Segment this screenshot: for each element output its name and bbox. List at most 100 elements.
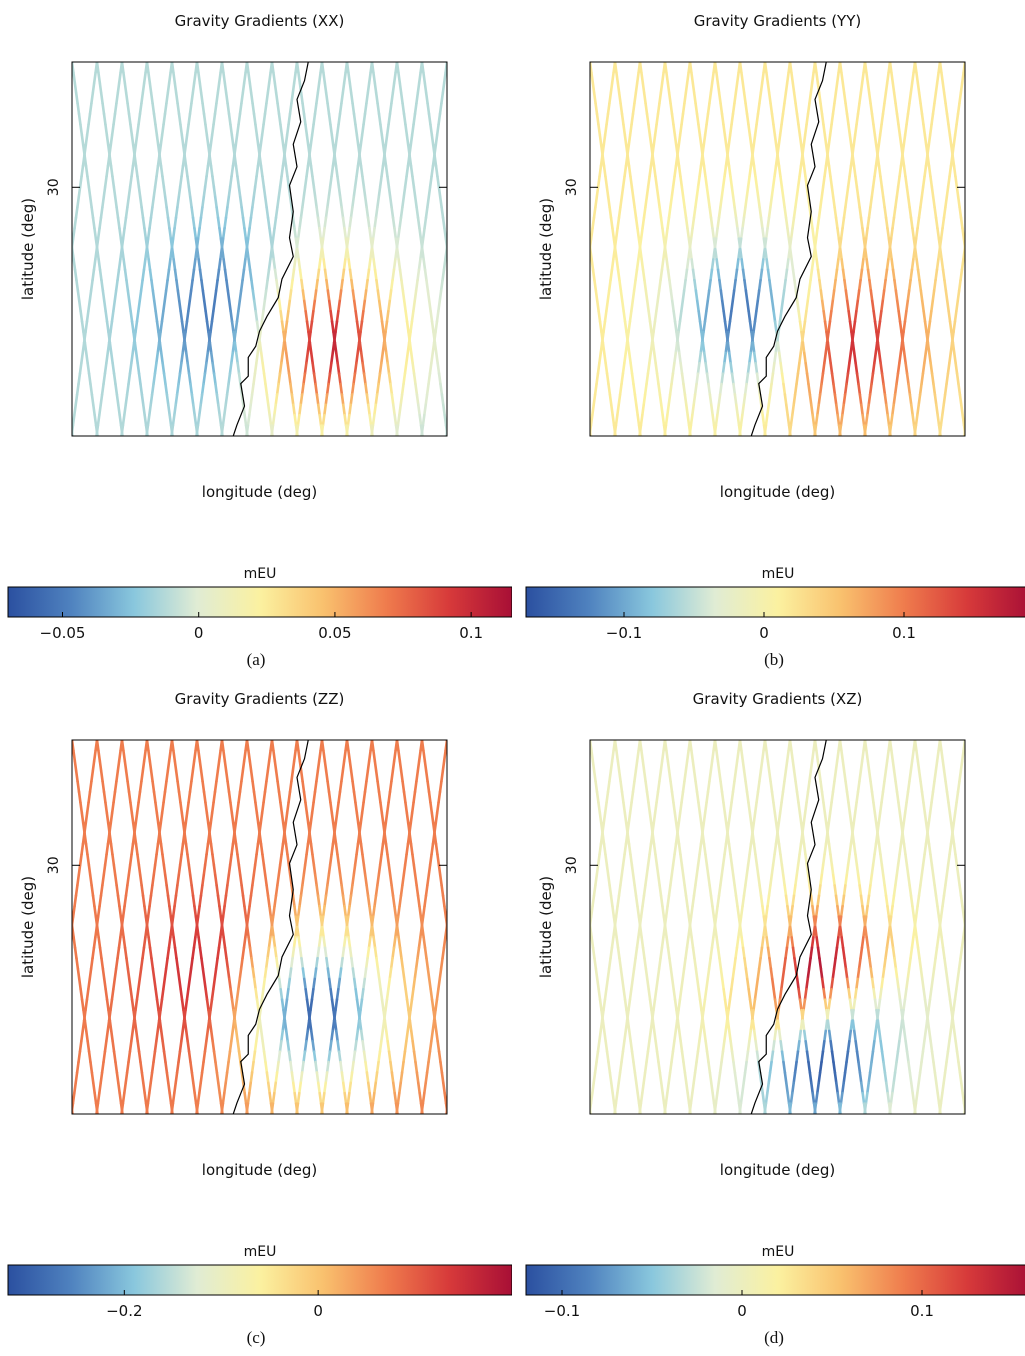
- track-point: [198, 81, 203, 95]
- track-point: [714, 226, 719, 240]
- track-point: [372, 71, 377, 85]
- track-point: [691, 81, 696, 95]
- track-point: [854, 174, 859, 188]
- track-point: [401, 102, 406, 116]
- track-point: [809, 268, 814, 282]
- track-point: [623, 998, 628, 1012]
- track-point: [285, 310, 290, 324]
- track-point: [309, 842, 314, 856]
- track-point: [959, 403, 964, 417]
- track-point: [74, 393, 79, 407]
- track-point: [280, 351, 285, 365]
- track-point: [862, 237, 867, 251]
- track-point: [191, 403, 196, 417]
- track-point: [184, 842, 189, 856]
- track-point: [668, 278, 673, 292]
- track-point: [150, 956, 155, 970]
- track-point: [393, 413, 398, 427]
- track-point: [814, 1091, 819, 1105]
- track-point: [189, 278, 194, 292]
- track-point: [301, 780, 306, 794]
- track-point: [62, 989, 63, 999]
- track-point: [311, 174, 316, 188]
- track-point: [62, 176, 63, 186]
- track-point: [619, 289, 624, 303]
- track-point: [237, 977, 242, 991]
- track-point: [876, 341, 881, 355]
- track-point: [972, 792, 973, 802]
- track-point: [915, 936, 920, 950]
- track-point: [441, 946, 446, 960]
- track-point: [829, 174, 834, 188]
- track-point: [295, 62, 300, 74]
- track-point: [651, 341, 656, 355]
- track-point: [598, 998, 603, 1012]
- track-point: [363, 967, 368, 981]
- track-point: [377, 863, 382, 877]
- track-point: [334, 998, 339, 1012]
- track-point: [652, 811, 657, 825]
- track-point: [184, 811, 189, 825]
- track-point: [379, 123, 384, 137]
- track-point: [684, 81, 689, 95]
- track-point: [88, 873, 93, 887]
- track-point: [234, 133, 239, 147]
- track-point: [746, 174, 751, 188]
- track-point: [658, 206, 663, 220]
- track-point: [220, 62, 225, 74]
- track-point: [95, 62, 100, 74]
- track-point: [210, 988, 215, 1002]
- track-point: [818, 1060, 823, 1074]
- track-point: [734, 1081, 739, 1095]
- track-point: [666, 81, 671, 95]
- colorbar-tick-label: −0.1: [544, 1302, 580, 1320]
- track-point: [65, 197, 66, 207]
- track-point: [386, 361, 391, 375]
- panel-caption: (d): [764, 1328, 784, 1347]
- track-point: [753, 988, 758, 1002]
- track-point: [313, 780, 318, 794]
- track-point: [915, 71, 920, 85]
- track-point: [308, 154, 313, 168]
- track-point: [113, 873, 118, 887]
- track-point: [792, 91, 797, 105]
- track-point: [172, 258, 177, 272]
- track-point: [121, 904, 126, 918]
- track-point: [883, 769, 888, 783]
- track-point: [758, 91, 763, 105]
- track-point: [277, 977, 282, 991]
- track-point: [834, 894, 839, 908]
- track-point: [396, 1091, 401, 1105]
- track-point: [353, 852, 358, 866]
- track-point: [412, 863, 417, 877]
- track-point: [239, 956, 244, 970]
- track-point: [727, 1029, 732, 1043]
- track-point: [416, 81, 421, 95]
- track-point: [720, 372, 725, 386]
- track-point: [170, 925, 175, 939]
- track-point: [200, 1060, 205, 1074]
- track-point: [349, 1071, 354, 1085]
- track-point: [597, 310, 602, 324]
- track-point: [321, 904, 326, 918]
- track-point: [91, 759, 96, 773]
- track-point: [785, 936, 790, 950]
- track-point: [352, 1050, 357, 1064]
- track-point: [890, 936, 895, 950]
- track-point: [212, 372, 217, 386]
- track-point: [114, 382, 119, 396]
- track-point: [580, 854, 581, 864]
- track-point: [147, 71, 152, 85]
- track-point: [244, 915, 249, 929]
- track-point: [820, 977, 825, 991]
- colorbar-label: mEU: [244, 1244, 277, 1260]
- track-point: [402, 372, 407, 386]
- x-axis-label: longitude (deg): [202, 483, 317, 501]
- track-point: [789, 1091, 794, 1105]
- chart-title: Gravity Gradients (YY): [694, 12, 861, 30]
- track-point: [937, 424, 942, 436]
- track-point: [391, 403, 396, 417]
- track-point: [592, 769, 597, 783]
- track-point: [765, 749, 770, 763]
- track-point: [648, 842, 653, 856]
